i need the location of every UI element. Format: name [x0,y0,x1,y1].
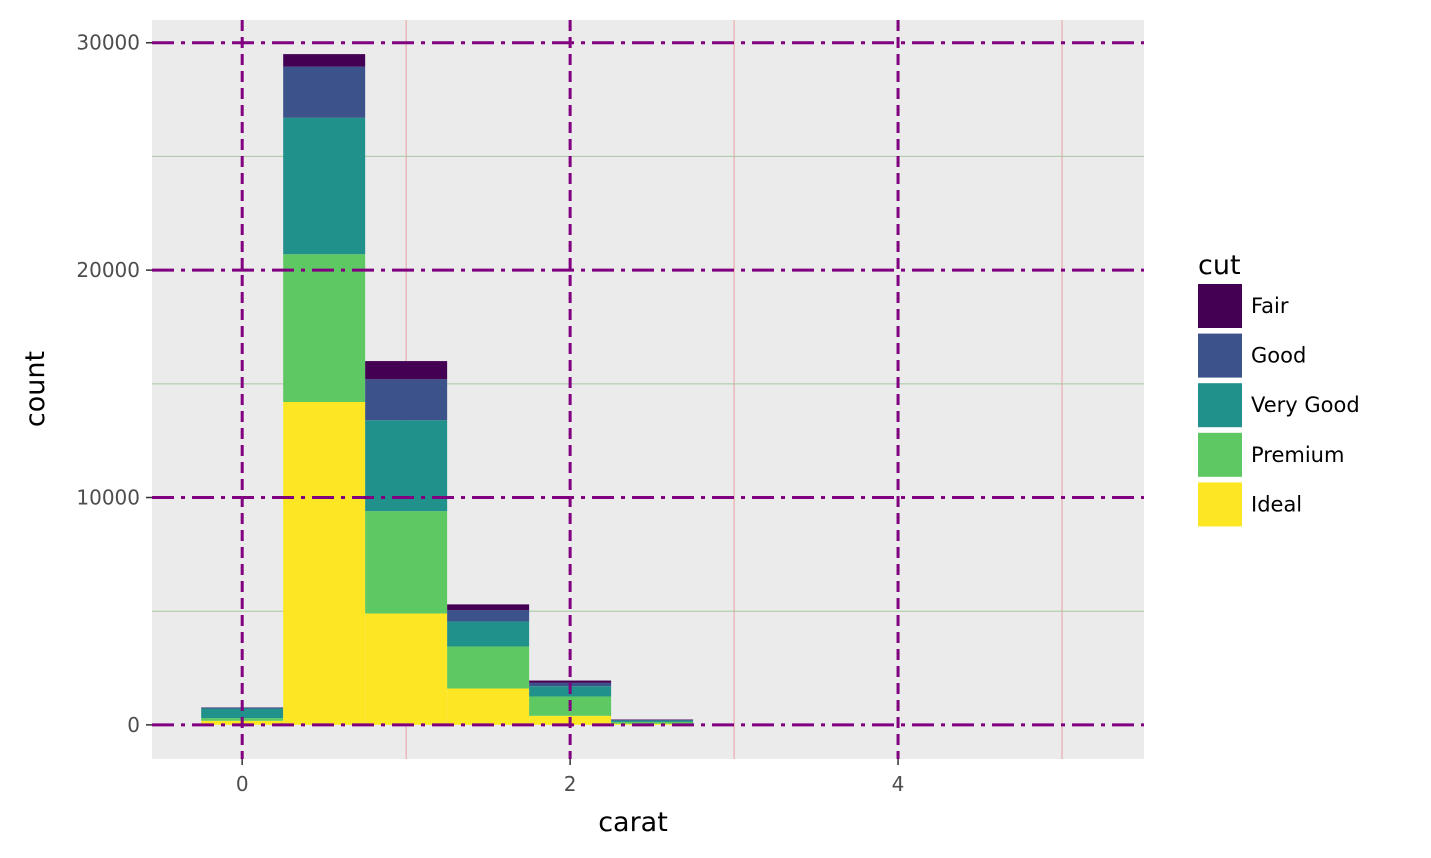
x-tick-label: 4 [892,772,905,796]
legend-label: Very Good [1251,393,1360,417]
legend-swatch [1198,383,1242,428]
major-grid [152,20,1144,759]
bar-segment [365,511,448,614]
legend: Fair Good Very Good Premium Ideal [1198,284,1360,527]
bar-segment [447,604,530,611]
legend-label: Good [1251,344,1306,368]
legend-label: Fair [1251,294,1289,318]
bar-segment [283,117,366,255]
y-tick-label: 10000 [76,486,140,510]
bar-segment [365,361,448,380]
bar-segment [283,402,366,725]
y-tick-label: 30000 [76,31,140,55]
y-tick-label: 0 [127,713,140,737]
bar-segment [447,610,530,622]
bar-segment [611,719,694,721]
x-tick-label: 2 [564,772,577,796]
axis-ticks [146,41,899,765]
bar-segment [447,646,530,689]
x-tick-label: 0 [236,772,249,796]
legend-swatch [1198,284,1242,328]
bar-segment [611,720,694,722]
bar-segment [365,613,448,725]
bar-segment [283,66,366,118]
bar-segment [365,379,448,421]
x-axis-title: carat [598,807,668,838]
legend-swatch [1198,333,1242,378]
y-tick-label: 20000 [76,258,140,282]
legend-swatch [1198,482,1242,527]
bars [201,54,694,725]
bar-segment [201,708,284,719]
legend-swatch [1198,432,1242,477]
bar-segment [447,688,530,725]
bar-segment [447,621,530,647]
bar-segment [283,254,366,403]
bar-segment [611,721,694,724]
legend-label: Ideal [1251,492,1302,516]
tick-labels: 0 2 4 0 10000 20000 30000 [76,31,904,796]
y-axis-title: count [20,351,51,427]
bar-segment [365,420,448,512]
legend-title: cut [1198,250,1241,281]
legend-label: Premium [1251,443,1344,467]
bar-segment [283,54,366,67]
bar-segment [529,680,612,683]
